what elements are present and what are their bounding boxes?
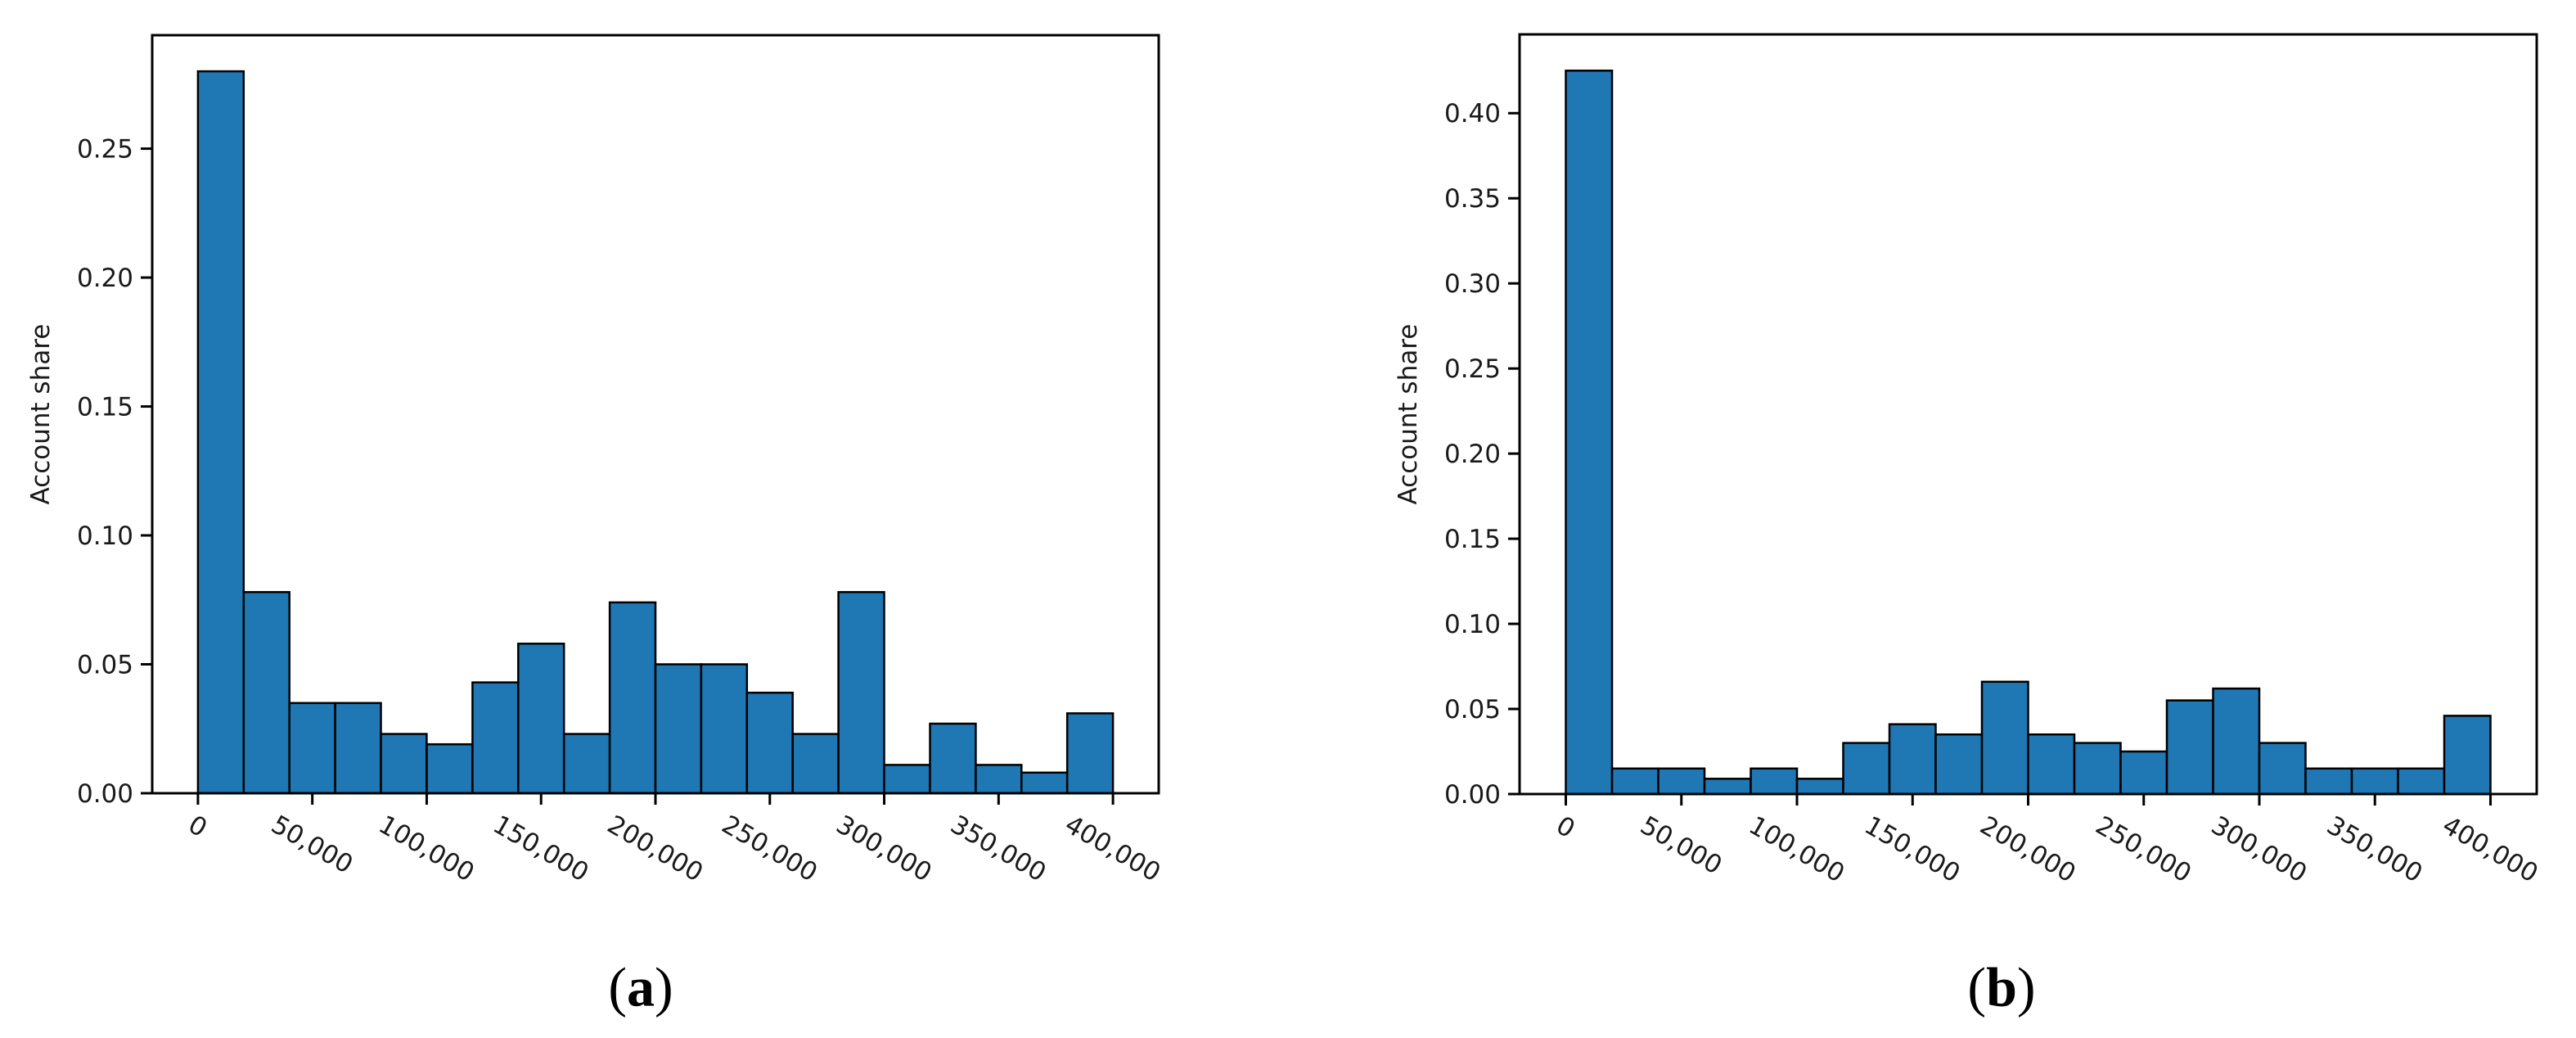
histogram-bar (1750, 767, 1799, 796)
x-tick-label: 250,000 (717, 810, 822, 887)
histogram-bar (1842, 742, 1891, 796)
y-tick-label: 0.00 (77, 779, 133, 809)
x-tick-label: 0 (183, 810, 212, 843)
histogram-bar (1657, 767, 1706, 796)
x-tick-label: 50,000 (266, 810, 358, 879)
y-tick-label: 0.05 (77, 650, 133, 679)
histogram-bar (791, 733, 840, 795)
histogram-bar (837, 591, 885, 795)
histogram-bar (196, 70, 245, 795)
histogram-bar (2258, 742, 2307, 796)
y-tick-label: 0.40 (1444, 99, 1501, 129)
caption-a-open-paren: ( (608, 955, 627, 1018)
histogram-bar (1020, 771, 1069, 795)
caption-b-close-paren: ) (2016, 955, 2036, 1018)
x-tick-label: 400,000 (2438, 810, 2543, 888)
x-tick-label: 100,000 (1744, 810, 1849, 888)
histogram-bar (1610, 767, 1660, 796)
histogram-bar (2212, 687, 2261, 796)
y-tick-label: 0.10 (1444, 610, 1501, 639)
histogram-bar (471, 681, 520, 795)
x-tick-label: 300,000 (2206, 810, 2312, 888)
chart-a: 0.00 0.05 0.10 0.15 0.20 0.25 0 50,000 100,000 15… (77, 34, 1165, 888)
histogram-bar (288, 702, 336, 795)
y-tick-label: 0.20 (1444, 440, 1501, 469)
caption-b-open-paren: ( (1967, 955, 1987, 1018)
axes-spines (1518, 33, 2538, 796)
x-tick-label: 100,000 (374, 810, 480, 887)
subfigure-caption-b: (b) (1967, 955, 2035, 1020)
histogram-bar (2119, 750, 2168, 796)
y-tick-label: 0.00 (1444, 780, 1501, 810)
x-tick-label: 150,000 (488, 810, 593, 887)
histogram-bar (1065, 712, 1115, 795)
histogram-bar (1795, 778, 1844, 796)
histogram-bar (1980, 680, 2029, 796)
histogram-bar (1703, 778, 1752, 796)
histogram-bar (517, 643, 565, 795)
histogram-bar (1565, 70, 1614, 796)
histogram-bar (334, 702, 382, 795)
x-tick-label: 200,000 (1975, 810, 2081, 888)
caption-a-letter: a (627, 955, 655, 1018)
histogram-bar (426, 742, 474, 795)
y-tick-label: 0.20 (77, 264, 133, 293)
histogram-bar (2304, 767, 2353, 796)
histogram-bar (380, 733, 428, 795)
histogram-bar (2073, 742, 2122, 796)
x-tick-label: 350,000 (945, 810, 1051, 887)
histogram-bar (975, 764, 1023, 795)
histogram-bar (2350, 767, 2399, 796)
histogram-bar (608, 601, 657, 795)
x-tick-label: 200,000 (602, 810, 708, 887)
histogram-bar (654, 663, 703, 795)
histogram-bar (883, 764, 931, 795)
histogram-bar (2443, 715, 2492, 796)
histogram-bar (242, 591, 290, 795)
y-axis-label-a: Account share (26, 323, 56, 505)
x-tick-label: 250,000 (2091, 810, 2196, 888)
y-tick-label: 0.05 (1444, 695, 1501, 724)
y-tick-label: 0.15 (77, 392, 133, 422)
chart-b: 0.00 0.05 0.10 0.15 0.20 0.25 0.30 0.35 0.40 0 50,… (1444, 33, 2543, 889)
histogram-bar (1934, 733, 1984, 796)
histogram-bar (2027, 733, 2076, 796)
histogram-bar (929, 722, 977, 795)
y-tick-label: 0.25 (1444, 354, 1501, 384)
x-tick-label: 0 (1551, 810, 1580, 844)
y-tick-label: 0.10 (77, 521, 133, 551)
caption-a-close-paren: ) (655, 955, 673, 1018)
y-tick-label: 0.35 (1444, 184, 1501, 214)
y-tick-label: 0.25 (77, 134, 133, 164)
histogram-bar (1888, 723, 1937, 796)
histogram-bar (745, 691, 794, 795)
histogram-bar (562, 733, 611, 795)
histogram-bar (700, 663, 749, 795)
y-axis-label-b: Account share (1394, 323, 1423, 505)
histogram-bar (2165, 699, 2214, 796)
x-tick-label: 150,000 (1859, 810, 1965, 888)
x-tick-label: 300,000 (831, 810, 937, 887)
histogram-bar (2397, 767, 2446, 796)
y-tick-label: 0.15 (1444, 525, 1501, 554)
caption-b-letter: b (1986, 955, 2017, 1018)
x-tick-label: 350,000 (2322, 810, 2427, 888)
subfigure-caption-a: (a) (608, 955, 673, 1020)
y-tick-label: 0.30 (1444, 269, 1501, 299)
x-tick-label: 50,000 (1635, 810, 1727, 880)
x-tick-label: 400,000 (1060, 810, 1165, 887)
